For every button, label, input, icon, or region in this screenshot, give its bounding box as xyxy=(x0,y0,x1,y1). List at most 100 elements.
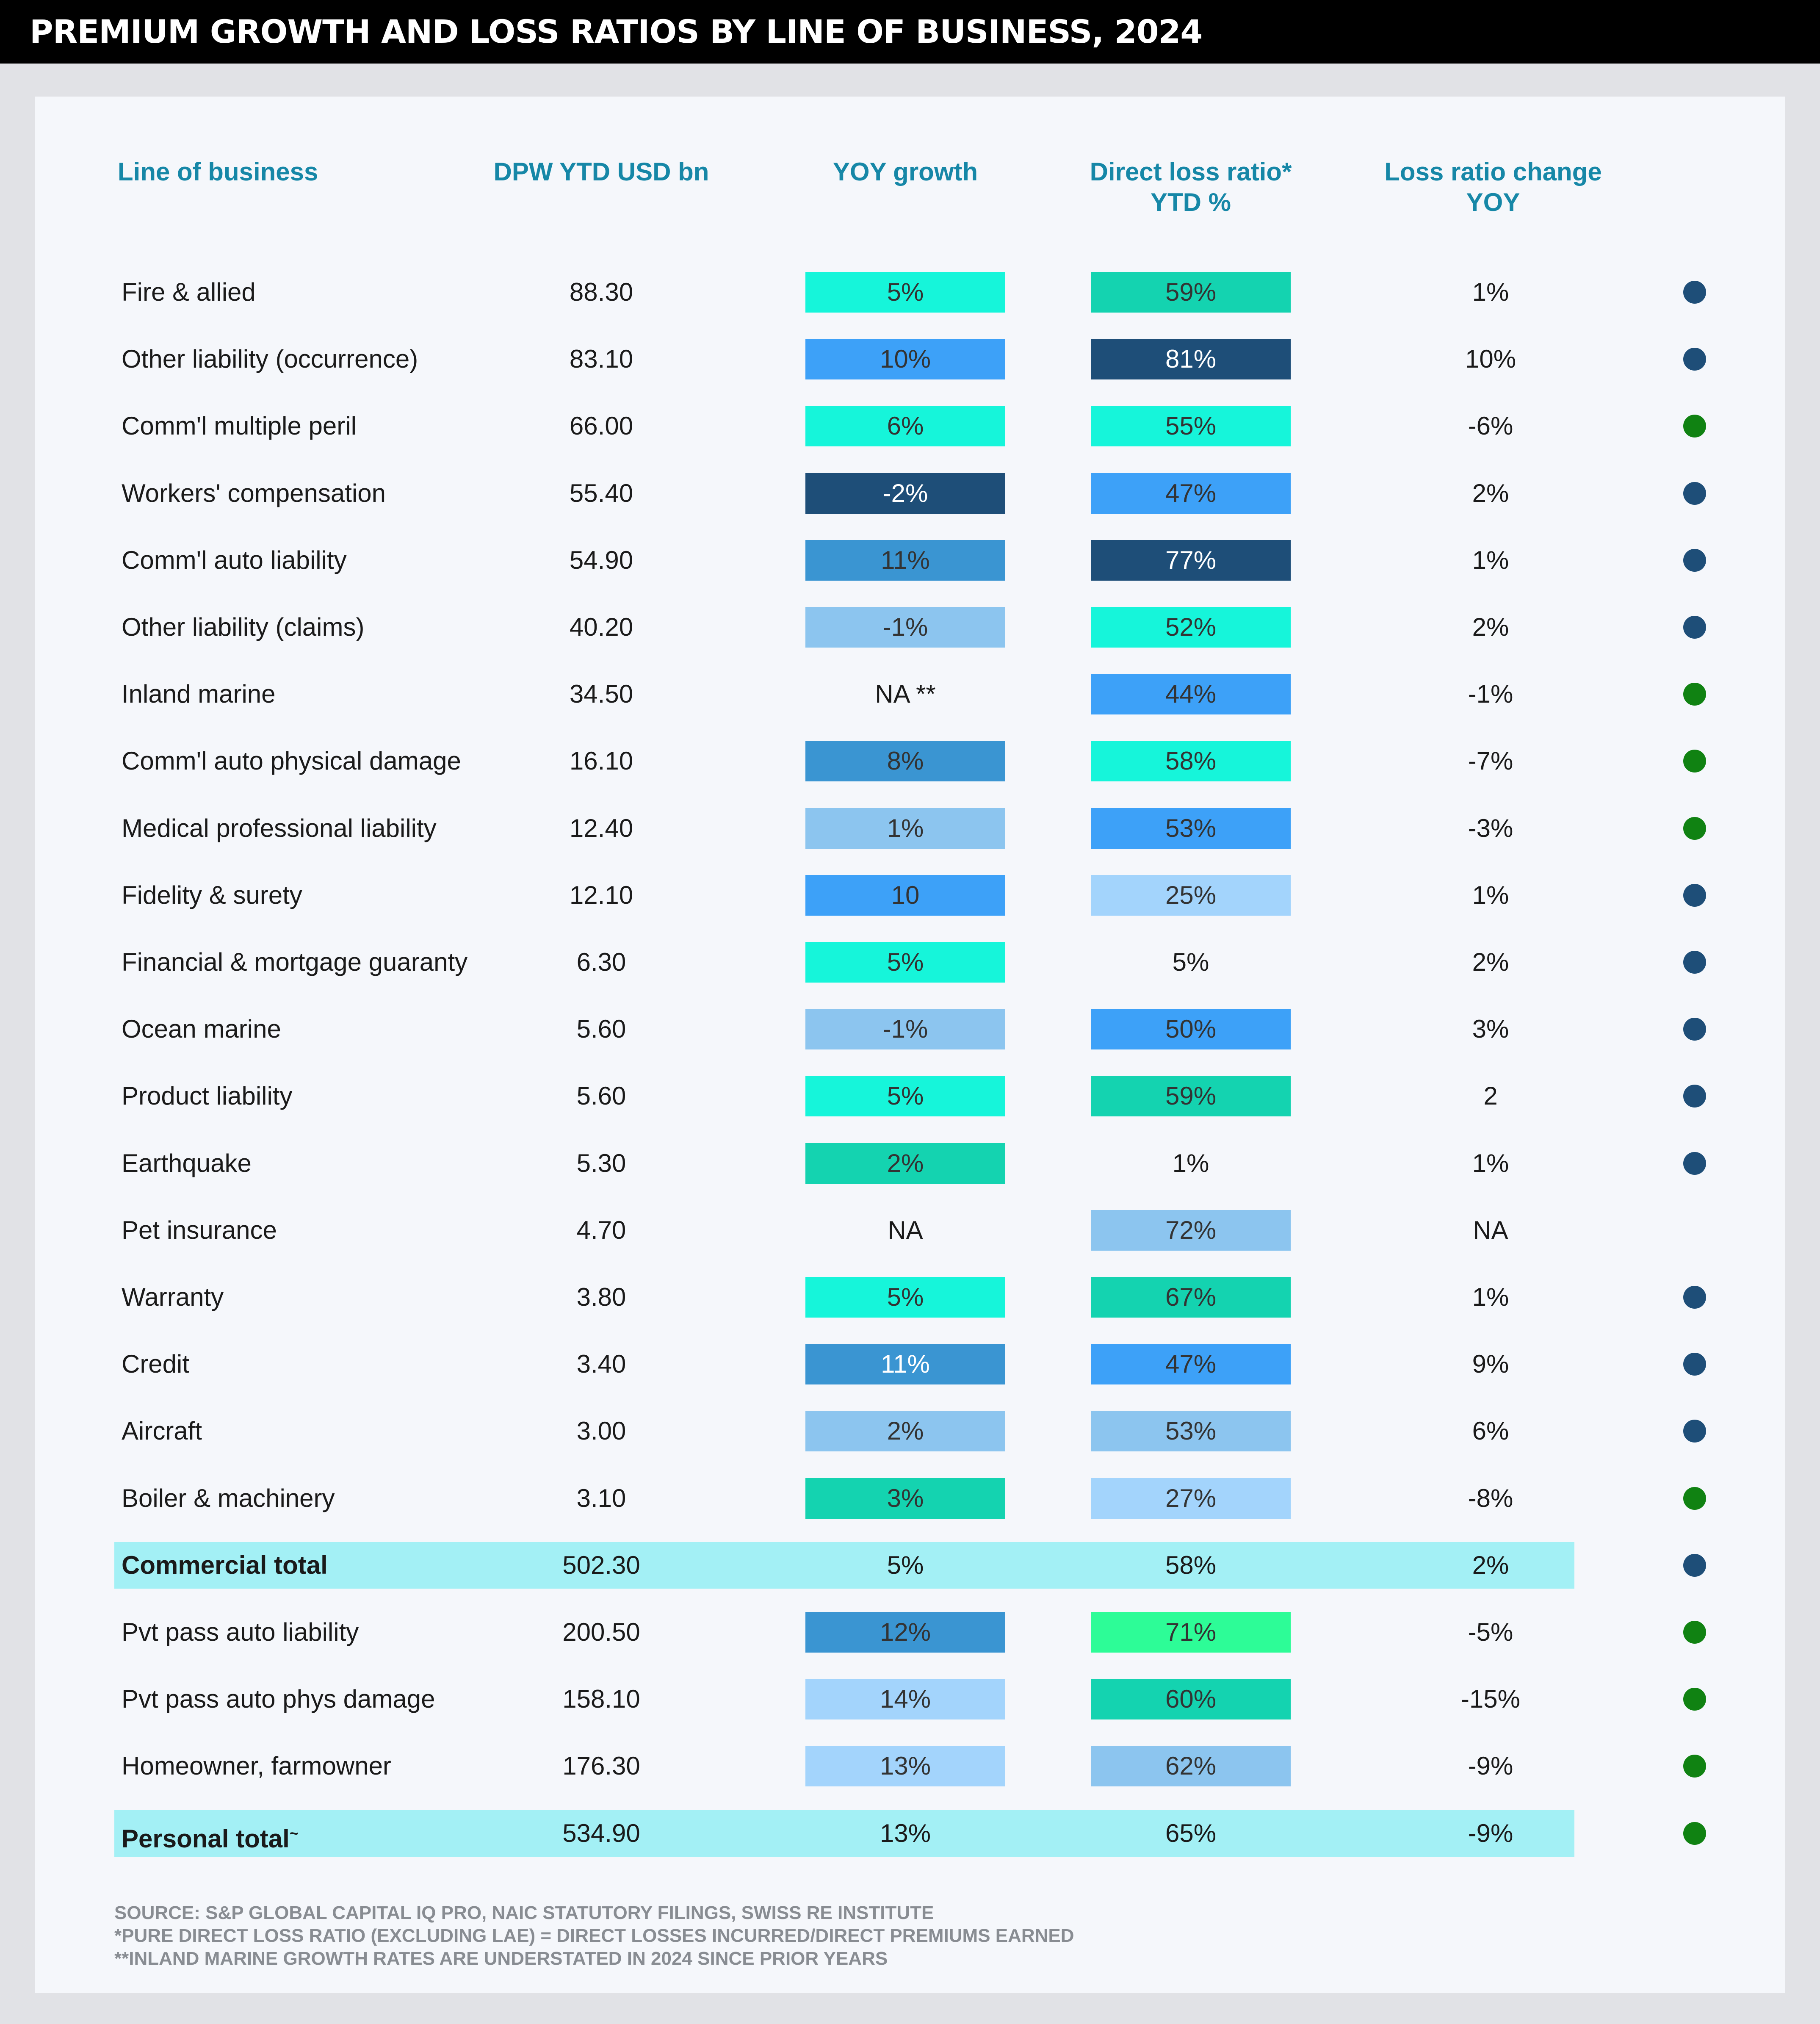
header-direct-loss-ratio: Direct loss ratio* YTD % xyxy=(1021,157,1360,218)
yoy-growth-cell: -1% xyxy=(805,607,1005,648)
loss-ratio-change-value: -6% xyxy=(1468,412,1513,440)
loss-ratio-cell: 50% xyxy=(1091,1009,1291,1049)
yoy-growth-cell: 10% xyxy=(805,339,1005,379)
footnote-source: SOURCE: S&P GLOBAL CAPITAL IQ PRO, NAIC … xyxy=(114,1902,934,1923)
loss-ratio-cell: 53% xyxy=(1091,1411,1291,1451)
status-dot xyxy=(1683,1621,1706,1644)
dpw-value: 176.30 xyxy=(562,1752,640,1780)
yoy-growth-cell: 2% xyxy=(805,1143,1005,1184)
dpw-value: 5.60 xyxy=(576,1082,626,1110)
status-dot xyxy=(1683,1822,1706,1845)
yoy-growth-cell: 5% xyxy=(805,272,1005,313)
footnote-loss-ratio: *PURE DIRECT LOSS RATIO (EXCLUDING LAE) … xyxy=(114,1925,1074,1946)
status-dot xyxy=(1683,1085,1706,1108)
line-name: Warranty xyxy=(122,1283,224,1311)
table-row: Pet insurance 4.70 NA 72% NA xyxy=(0,1205,1820,1256)
line-name: Comm'l auto liability xyxy=(122,546,347,574)
loss-ratio-cell: 53% xyxy=(1091,808,1291,849)
table-row: Fidelity & surety 12.10 10 25% 1% xyxy=(0,870,1820,921)
loss-ratio-change-value: 1% xyxy=(1472,1283,1509,1311)
line-of-business-cell: Pvt pass auto liability xyxy=(122,1607,359,1658)
status-dot xyxy=(1683,683,1706,706)
status-dot xyxy=(1683,1353,1706,1376)
status-dot xyxy=(1683,817,1706,840)
status-dot xyxy=(1683,482,1706,505)
table-row: Earthquake 5.30 2% 1% 1% xyxy=(0,1138,1820,1189)
loss-ratio-cell: 58% xyxy=(1091,741,1291,781)
dpw-value: 5.60 xyxy=(576,1015,626,1043)
line-name: Other liability (occurrence) xyxy=(122,345,418,373)
loss-ratio-cell: 1% xyxy=(1172,1149,1209,1177)
line-name: Workers' compensation xyxy=(122,479,386,507)
yoy-growth-cell: 3% xyxy=(805,1478,1005,1519)
line-name: Pet insurance xyxy=(122,1216,277,1244)
yoy-growth-cell: 5% xyxy=(805,1076,1005,1116)
table-row: Warranty 3.80 5% 67% 1% xyxy=(0,1272,1820,1323)
status-dot xyxy=(1683,1286,1706,1309)
dpw-value: 12.40 xyxy=(569,814,633,842)
line-of-business-cell: Homeowner, farmowner xyxy=(122,1741,391,1791)
loss-ratio-change-value: -7% xyxy=(1468,747,1513,775)
header-loss-ratio-change-line2: YOY xyxy=(1466,188,1520,216)
loss-ratio-change-value: 9% xyxy=(1472,1350,1509,1378)
line-of-business-cell: Fidelity & surety xyxy=(122,870,302,921)
loss-ratio-cell: 81% xyxy=(1091,339,1291,379)
line-name: Credit xyxy=(122,1350,190,1378)
line-of-business-cell: Ocean marine xyxy=(122,1004,281,1055)
status-dot xyxy=(1683,616,1706,639)
loss-ratio-change-value: -9% xyxy=(1468,1752,1513,1780)
dpw-value: 4.70 xyxy=(576,1216,626,1244)
yoy-growth-cell: 2% xyxy=(805,1411,1005,1451)
line-name: Ocean marine xyxy=(122,1015,281,1043)
table-row: Inland marine 34.50 NA ** 44% -1% xyxy=(0,669,1820,720)
loss-ratio-change-value: 10% xyxy=(1465,345,1516,373)
loss-ratio-cell: 27% xyxy=(1091,1478,1291,1519)
table-row: Other liability (occurrence) 83.10 10% 81% 1… xyxy=(0,334,1820,385)
line-of-business-cell: Personal total~ xyxy=(122,1808,299,1859)
status-dot xyxy=(1683,549,1706,572)
table-row: Comm'l auto physical damage 16.10 8% 58% -7% xyxy=(0,736,1820,786)
line-of-business-cell: Pvt pass auto phys damage xyxy=(122,1674,435,1725)
status-dot xyxy=(1683,750,1706,772)
loss-ratio-change-value: 2 xyxy=(1483,1082,1498,1110)
yoy-growth-cell: 11% xyxy=(805,1344,1005,1384)
yoy-growth-cell: NA xyxy=(888,1216,923,1244)
table-row: Medical professional liability 12.40 1% 53%… xyxy=(0,803,1820,854)
loss-ratio-change-value: -5% xyxy=(1468,1618,1513,1646)
yoy-growth-cell: 5% xyxy=(887,1551,924,1579)
yoy-growth-cell: 8% xyxy=(805,741,1005,781)
status-dot xyxy=(1683,1755,1706,1778)
chart-title: PREMIUM GROWTH AND LOSS RATIOS BY LINE O… xyxy=(30,13,1203,50)
table-row: Fire & allied 88.30 5% 59% 1% xyxy=(0,267,1820,318)
yoy-growth-cell: -2% xyxy=(805,473,1005,514)
status-dot xyxy=(1683,1487,1706,1510)
loss-ratio-cell: 52% xyxy=(1091,607,1291,648)
status-dot xyxy=(1683,415,1706,437)
table-row: Pvt pass auto liability 200.50 12% 71% -5% xyxy=(0,1607,1820,1658)
dpw-value: 66.00 xyxy=(569,412,633,440)
line-name: Pvt pass auto liability xyxy=(122,1618,359,1646)
line-name-suffix: ~ xyxy=(289,1825,299,1842)
table-row: Comm'l auto liability 54.90 11% 77% 1% xyxy=(0,535,1820,586)
loss-ratio-change-value: -15% xyxy=(1460,1685,1521,1713)
footnote-inland-marine: **INLAND MARINE GROWTH RATES ARE UNDERST… xyxy=(114,1948,888,1969)
status-dot xyxy=(1683,1554,1706,1577)
line-name: Personal total xyxy=(122,1825,290,1853)
yoy-growth-cell: 6% xyxy=(805,406,1005,446)
dpw-value: 88.30 xyxy=(569,278,633,306)
line-of-business-cell: Medical professional liability xyxy=(122,803,437,854)
loss-ratio-cell: 67% xyxy=(1091,1277,1291,1318)
loss-ratio-cell: 44% xyxy=(1091,674,1291,714)
loss-ratio-change-value: 2% xyxy=(1472,479,1509,507)
header-line-of-business: Line of business xyxy=(118,158,318,186)
dpw-value: 3.00 xyxy=(576,1417,626,1445)
total-row-highlight xyxy=(114,1542,1574,1589)
dpw-value: 16.10 xyxy=(569,747,633,775)
dpw-value: 6.30 xyxy=(576,948,626,976)
loss-ratio-cell: 5% xyxy=(1172,948,1209,976)
table-row: Pvt pass auto phys damage 158.10 14% 60% -15… xyxy=(0,1674,1820,1725)
total-row-highlight xyxy=(114,1810,1574,1857)
dpw-value: 502.30 xyxy=(562,1551,640,1579)
dpw-value: 12.10 xyxy=(569,881,633,909)
header-loss-ratio-change-line1: Loss ratio change xyxy=(1384,158,1602,186)
